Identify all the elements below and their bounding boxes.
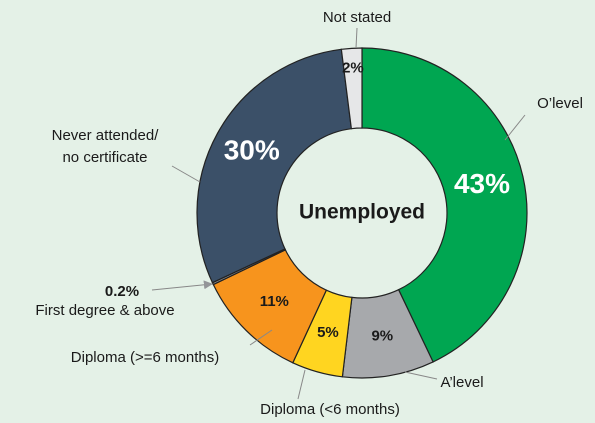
data-label: 5%	[317, 324, 339, 341]
category-label: Diploma (>=6 months)	[71, 349, 219, 366]
leader-line	[355, 27, 358, 49]
donut-slice	[340, 47, 363, 130]
data-label: 2%	[342, 59, 364, 76]
category-label: Diploma (<6 months)	[260, 401, 400, 418]
data-label: 9%	[371, 327, 393, 344]
donut-slice	[196, 48, 353, 284]
category-label: First degree & above	[35, 302, 174, 319]
data-label: 43%	[454, 168, 510, 199]
leader-line	[404, 371, 438, 380]
leader-line	[249, 329, 273, 346]
center-label: Unemployed	[299, 201, 425, 224]
leader-line	[151, 280, 213, 291]
data-label: 0.2%	[105, 283, 139, 300]
leader-line	[504, 114, 526, 141]
category-label: O’level	[537, 95, 583, 112]
category-label: Not stated	[323, 9, 391, 26]
leader-line	[297, 369, 306, 400]
leader-line	[171, 165, 201, 183]
category-label: A’level	[440, 374, 483, 391]
donut-slice	[361, 47, 528, 363]
data-label: 30%	[224, 134, 280, 165]
category-label-line: Never attended/	[52, 127, 160, 144]
category-label: Never attended/no certificate	[52, 127, 160, 166]
category-label-line: no certificate	[62, 149, 147, 166]
data-label: 11%	[260, 293, 289, 310]
